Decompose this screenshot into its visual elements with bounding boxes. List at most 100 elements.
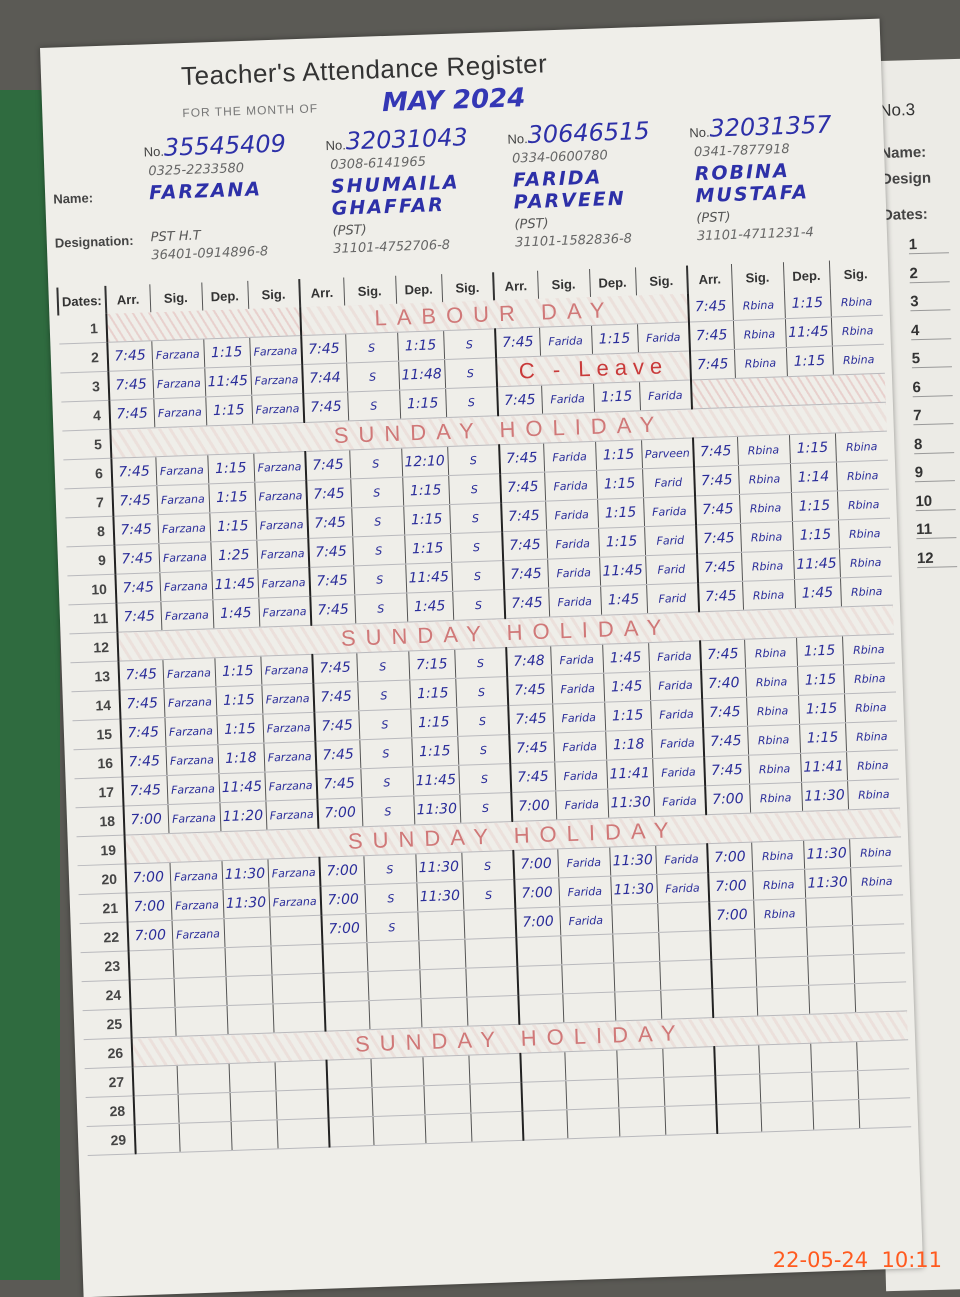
- departure-time: 11:41: [606, 758, 654, 790]
- arrival-signature: S: [353, 564, 407, 595]
- arrival-signature: S: [360, 766, 414, 798]
- arrival-time: 7:45: [111, 456, 157, 488]
- arrival-signature: Farzana: [158, 541, 212, 573]
- arrival-time: 7:45: [499, 443, 545, 474]
- departure-signature: Rbina: [844, 692, 898, 723]
- empty-cell: [178, 1121, 232, 1153]
- arrival-signature: Rbina: [739, 492, 792, 524]
- departure-time: 1:45: [212, 598, 260, 629]
- arrival-signature: S: [364, 882, 418, 914]
- arrival-signature: S: [358, 708, 412, 740]
- departure-signature: Farida: [655, 843, 709, 875]
- empty-cell: [566, 1107, 620, 1139]
- departure-time: 1:15: [397, 330, 445, 362]
- arrival-time: 7:45: [121, 746, 167, 778]
- departure-time: 1:45: [603, 671, 651, 703]
- date-cell: 3: [60, 371, 110, 402]
- empty-cell: [853, 952, 907, 984]
- empty-cell: [224, 946, 272, 977]
- empty-cell: [854, 981, 908, 1013]
- empty-cell: [811, 1070, 859, 1102]
- teacher-header: No.35545409 0325-2233580 FARZANA PST H.T 364…: [143, 128, 328, 274]
- departure-time: 11:30: [607, 787, 655, 819]
- arrival-time: 7:45: [504, 588, 550, 619]
- number-label: No.: [689, 124, 710, 141]
- date-cell: 17: [74, 777, 124, 808]
- empty-cell: [466, 995, 520, 1027]
- departure-signature: [463, 908, 517, 940]
- departure-time: 1:15: [207, 453, 255, 484]
- arrival-time: 7:45: [119, 688, 165, 720]
- departure-time: 1:15: [215, 685, 263, 716]
- empty-cell: [229, 1090, 277, 1122]
- date-cell: 8: [65, 516, 115, 547]
- arrival-time: 7:00: [126, 891, 172, 922]
- arrival-signature: Rbina: [745, 666, 799, 698]
- next-page-date: 11: [915, 520, 957, 540]
- empty-cell: [754, 927, 808, 959]
- date-cell: 28: [85, 1095, 135, 1127]
- departure-time: 7:15: [408, 649, 456, 680]
- date-cell: 4: [61, 400, 111, 431]
- departure-signature: [657, 901, 711, 933]
- arrival-time: 7:45: [508, 704, 554, 735]
- empty-cell: [852, 923, 906, 955]
- signature-column-header: Sig.: [247, 279, 301, 309]
- departure-time: 1:15: [783, 288, 831, 319]
- departure-signature: Farzana: [265, 799, 319, 831]
- departure-time: 1:25: [210, 540, 258, 571]
- departure-signature: Farida: [650, 698, 704, 730]
- departure-column-header: Dep.: [589, 267, 636, 297]
- arrival-time: 7:45: [495, 327, 541, 358]
- empty-cell: [367, 969, 421, 1001]
- arrival-time: 7:45: [503, 559, 549, 590]
- arrival-time: 7:45: [120, 717, 166, 749]
- arrival-signature: S: [357, 679, 411, 711]
- arrival-signature: Rbina: [746, 695, 800, 727]
- empty-cell: [806, 925, 854, 957]
- empty-cell: [715, 1074, 761, 1105]
- arrival-signature: Farzana: [153, 396, 207, 428]
- month-label: FOR THE MONTH OF: [182, 101, 319, 121]
- arrival-signature: Farida: [546, 528, 600, 560]
- departure-time: 1:15: [604, 700, 652, 732]
- arrival-signature: Farzana: [164, 715, 218, 747]
- arrival-time: 7:45: [308, 536, 354, 568]
- arrival-signature: Farzana: [155, 454, 209, 486]
- date-cell: 15: [72, 719, 122, 750]
- arrival-time: 7:45: [703, 726, 749, 757]
- date-cell: 6: [63, 458, 113, 489]
- empty-cell: [756, 985, 810, 1017]
- next-page-name-label: Name:: [880, 143, 927, 162]
- teacher-number: No.32031357: [689, 110, 832, 147]
- arrival-signature: S: [359, 737, 413, 769]
- departure-signature: Rbina: [845, 721, 899, 752]
- empty-cell: [177, 1092, 231, 1124]
- arrival-time: 7:48: [506, 646, 552, 677]
- empty-cell: [230, 1119, 278, 1151]
- empty-cell: [808, 983, 856, 1015]
- date-cell: 18: [75, 806, 125, 837]
- departure-time: 12:10: [401, 446, 449, 478]
- departure-time: 1:45: [600, 584, 648, 616]
- teacher-cnic: 31101-1582836-8: [514, 231, 633, 251]
- empty-cell: [225, 974, 273, 1006]
- departure-signature: Farzana: [261, 683, 315, 715]
- empty-cell: [618, 1106, 666, 1137]
- date-cell: 12: [69, 632, 119, 663]
- empty-cell: [522, 1109, 568, 1141]
- departure-time: 1:45: [406, 591, 454, 623]
- teacher-number: No.35545409: [143, 129, 286, 166]
- arrival-time: 7:45: [698, 581, 744, 612]
- departure-time: 1:15: [799, 722, 847, 754]
- empty-cell: [133, 1094, 179, 1125]
- departure-signature: S: [445, 386, 499, 418]
- next-page-date: 10: [915, 491, 956, 511]
- arrival-time: 7:00: [511, 790, 557, 822]
- empty-cell: [858, 1097, 912, 1129]
- departure-time: [611, 903, 659, 935]
- empty-cell: [516, 935, 562, 967]
- departure-signature: Rbina: [843, 663, 896, 694]
- empty-cell: [562, 992, 616, 1023]
- departure-time: [223, 917, 271, 948]
